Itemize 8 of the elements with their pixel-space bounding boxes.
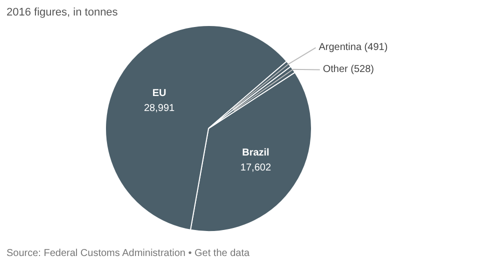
slice-label: Brazil <box>242 147 270 158</box>
data-label: 17,602 <box>240 162 272 174</box>
data-label: 28,991 <box>144 102 176 114</box>
chart-title: 2016 figures, in tonnes <box>6 6 118 18</box>
slice-label: Other (528) <box>322 64 374 76</box>
slice-label: EU <box>152 88 166 99</box>
slice-label: Argentina (491) <box>318 42 388 54</box>
source-note: Source: Federal Customs Administration • Get the data <box>6 248 250 259</box>
